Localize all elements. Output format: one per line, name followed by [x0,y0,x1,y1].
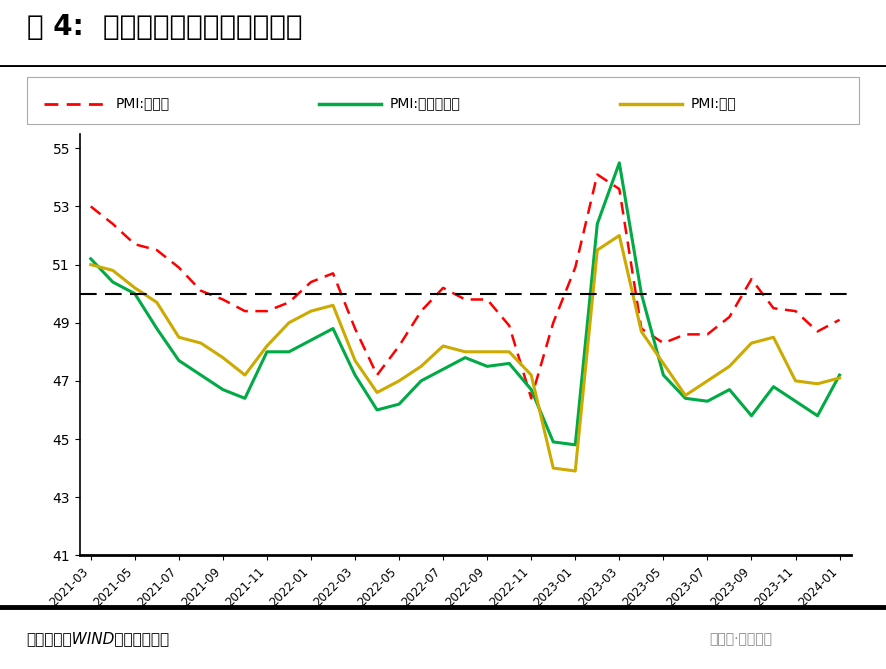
Text: PMI:新订单: PMI:新订单 [115,97,169,110]
Text: 资料来源：WIND，财信研究院: 资料来源：WIND，财信研究院 [27,632,170,646]
Text: PMI:进口: PMI:进口 [691,97,737,110]
Text: 公众号·明察宏观: 公众号·明察宏观 [709,632,772,646]
Bar [27,77,859,124]
Text: PMI:新出口订单: PMI:新出口订单 [390,97,461,110]
Text: 图 4:  制造业内外需指标变化情况: 图 4: 制造业内外需指标变化情况 [27,13,302,41]
